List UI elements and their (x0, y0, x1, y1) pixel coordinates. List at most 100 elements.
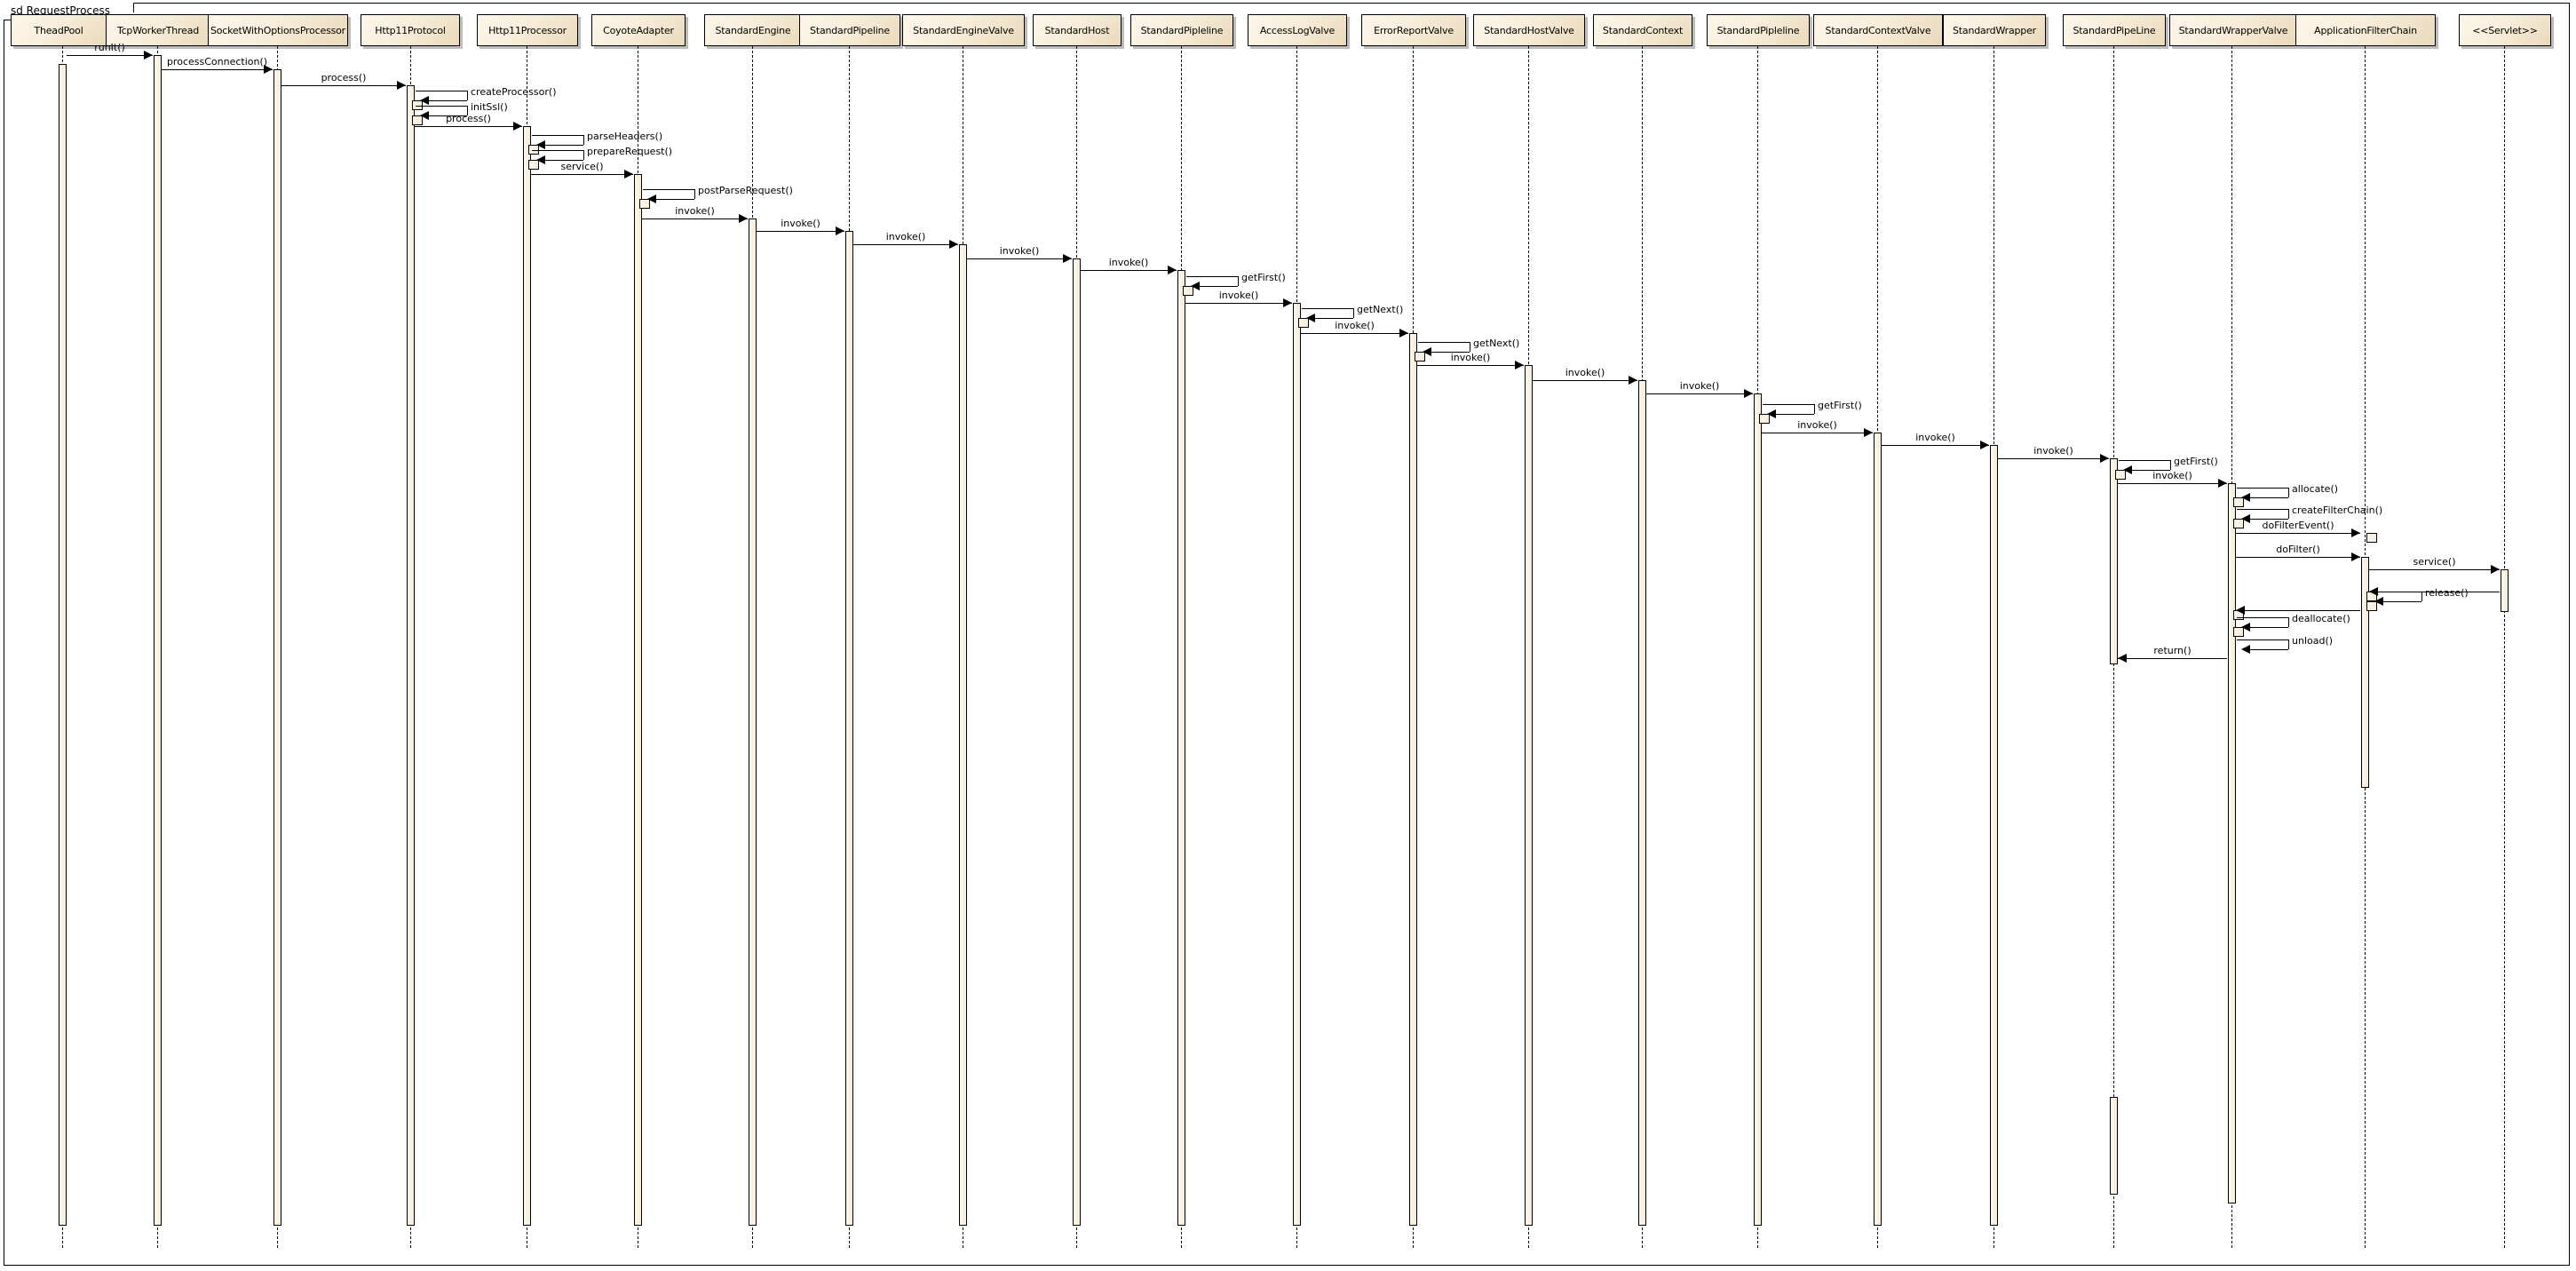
activation-bar (2366, 601, 2377, 611)
self-call-top (416, 106, 467, 107)
message-arrowhead (2351, 528, 2360, 537)
activation-bar (528, 160, 539, 170)
lifeline-label: AccessLogValve (1259, 24, 1336, 36)
message-label: getNext() (1357, 304, 1404, 315)
activation-bar (2233, 497, 2244, 507)
message-arrowhead (2241, 514, 2250, 523)
message-label: getNext() (1473, 338, 1520, 349)
lifeline-label: CoyoteAdapter (603, 24, 674, 36)
message-arrowhead (2118, 654, 2127, 663)
message-line (2118, 658, 2227, 659)
message-label: invoke() (1915, 432, 1955, 443)
lifeline-head-http11processor[interactable]: Http11Processor (477, 14, 578, 46)
message-label: invoke() (999, 245, 1040, 257)
message-arrowhead (624, 170, 633, 179)
activation-bar (2110, 1097, 2118, 1195)
lifeline-head-standardenginevalve[interactable]: StandardEngineValve (902, 14, 1025, 46)
lifeline-label: StandardHost (1044, 24, 1110, 36)
lifeline-head-accesslogvalve[interactable]: AccessLogValve (1248, 14, 1347, 46)
message-label: parseHeaders() (587, 131, 663, 142)
lifeline-head-standardpipleline[interactable]: StandardPipleline (1130, 14, 1233, 46)
lifeline-label: TheadPool (34, 24, 83, 36)
message-label: deallocate() (2292, 613, 2350, 624)
activation-bar (1415, 352, 1425, 361)
message-arrowhead (513, 122, 522, 131)
self-call-bottom (1775, 414, 1814, 415)
message-arrowhead (264, 65, 273, 74)
lifeline-label: StandardContext (1602, 24, 1684, 36)
lifeline-head-servlet[interactable]: <<Servlet>> (2459, 14, 2551, 46)
self-call-right (583, 135, 584, 145)
message-line (281, 85, 406, 86)
self-call-top (532, 135, 583, 136)
lifeline-head-standardcontext[interactable]: StandardContext (1593, 14, 1692, 46)
self-call-right (1353, 308, 1354, 318)
lifeline-head-standardpipeline[interactable]: StandardPipeLine (2063, 14, 2166, 46)
activation-bar (59, 64, 67, 1226)
message-label: invoke() (1218, 290, 1259, 301)
lifeline-head-applicationfilterchain[interactable]: ApplicationFilterChain (2295, 14, 2436, 46)
message-arrowhead (1306, 314, 1315, 322)
lifeline-head-standardpipeline[interactable]: StandardPipeline (799, 14, 900, 46)
lifeline-head-coyoteadapter[interactable]: CoyoteAdapter (591, 14, 686, 46)
message-label: invoke() (675, 205, 715, 217)
self-call-top (2237, 509, 2288, 510)
lifeline-head-standardwrappervalve[interactable]: StandardWrapperValve (2169, 14, 2297, 46)
self-call-bottom (2131, 470, 2170, 471)
lifeline-head-standardengine[interactable]: StandardEngine (704, 14, 802, 46)
self-call-top (2237, 488, 2288, 489)
lifeline-head-standardwrapper[interactable]: StandardWrapper (1943, 14, 2046, 46)
message-label: invoke() (1335, 320, 1375, 331)
lifeline-head-errorreportvalve[interactable]: ErrorReportValve (1361, 14, 1466, 46)
activation-bar (1525, 365, 1533, 1226)
message-line (67, 55, 153, 56)
message-label: invoke() (1108, 257, 1149, 268)
self-call-top (1186, 276, 1238, 277)
message-label: initSsl() (471, 101, 508, 113)
activation-bar (1177, 270, 1185, 1226)
lifeline-label: StandardContextValve (1825, 24, 1931, 36)
self-call-right (467, 91, 468, 100)
activation-bar (634, 174, 642, 1226)
message-label: invoke() (2152, 470, 2192, 481)
message-line (642, 218, 748, 219)
self-call-top (2237, 639, 2288, 640)
self-call-right (2288, 617, 2289, 627)
message-arrowhead (2236, 606, 2245, 615)
message-arrowhead (420, 111, 429, 120)
lifeline-label: StandardPipeLine (2073, 24, 2156, 36)
message-line (2118, 483, 2227, 484)
lifeline-head-theadpool[interactable]: TheadPool (11, 14, 107, 46)
message-line (1998, 458, 2109, 459)
lifeline-label: StandardPipleline (1716, 24, 1800, 36)
lifeline-head-http11protocol[interactable]: Http11Protocol (361, 14, 460, 46)
message-arrowhead (1980, 441, 1989, 449)
message-arrowhead (2491, 565, 2500, 574)
lifeline-head-standardhost[interactable]: StandardHost (1033, 14, 1122, 46)
lifeline-head-standardpipleline[interactable]: StandardPipleline (1707, 14, 1810, 46)
message-arrowhead (1423, 347, 1431, 356)
message-arrowhead (2123, 465, 2132, 474)
lifeline-head-socketwithoptionsprocessor[interactable]: SocketWithOptionsProcessor (208, 14, 348, 46)
self-call-right (2288, 639, 2289, 649)
lifeline-head-standardcontextvalve[interactable]: StandardContextValve (1813, 14, 1943, 46)
message-label: process() (321, 72, 367, 83)
message-arrowhead (1629, 376, 1637, 385)
message-arrowhead (1283, 298, 1292, 307)
lifeline-label: ErrorReportValve (1374, 24, 1454, 36)
lifeline-label: Http11Processor (488, 24, 567, 36)
message-label: service() (560, 161, 604, 172)
self-call-bottom (2249, 497, 2288, 498)
lifeline-head-standardhostvalve[interactable]: StandardHostValve (1473, 14, 1585, 46)
message-line (531, 174, 633, 175)
message-arrowhead (836, 226, 844, 235)
message-label: invoke() (781, 218, 820, 229)
message-arrowhead (2241, 623, 2250, 632)
message-line (853, 244, 958, 245)
self-call-top (1763, 404, 1814, 405)
message-arrowhead (144, 51, 153, 60)
sd-frame (4, 3, 2570, 1266)
message-label: postParseRequest() (698, 185, 793, 196)
message-line (1882, 445, 1989, 446)
